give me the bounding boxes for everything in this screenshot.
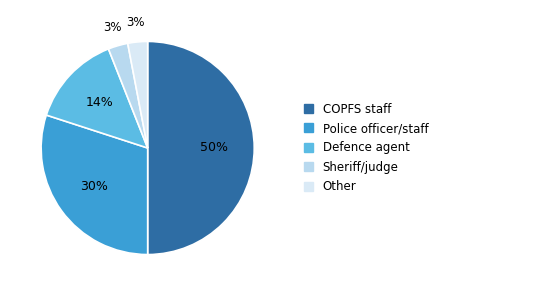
Text: 50%: 50% — [200, 141, 228, 155]
Wedge shape — [41, 115, 148, 255]
Text: 3%: 3% — [103, 21, 122, 34]
Legend: COPFS staff, Police officer/staff, Defence agent, Sheriff/judge, Other: COPFS staff, Police officer/staff, Defen… — [300, 99, 432, 197]
Text: 30%: 30% — [81, 180, 108, 193]
Wedge shape — [108, 43, 148, 148]
Text: 14%: 14% — [85, 96, 113, 109]
Wedge shape — [46, 49, 148, 148]
Text: 3%: 3% — [127, 16, 145, 29]
Wedge shape — [128, 41, 148, 148]
Wedge shape — [148, 41, 254, 255]
